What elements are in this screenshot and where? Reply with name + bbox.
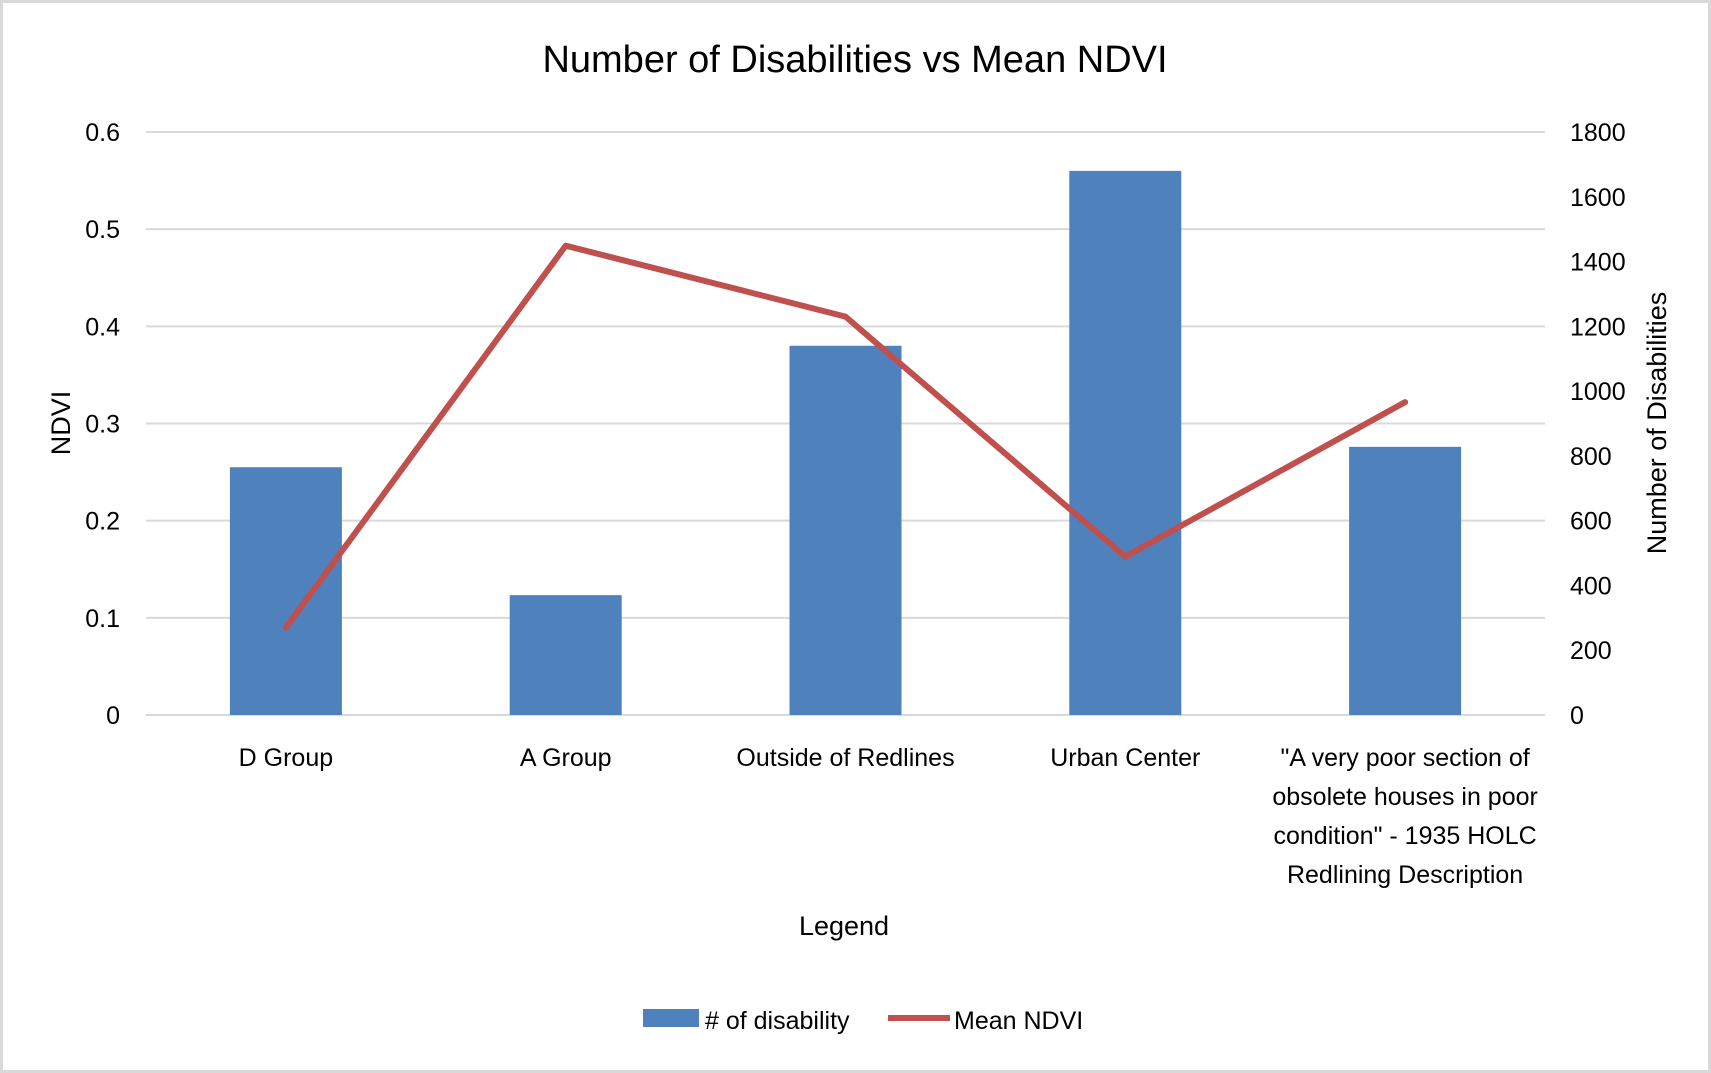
legend-label-line: Mean NDVI (954, 1007, 1083, 1035)
category-label-line: obsolete houses in poor (1272, 783, 1537, 811)
category-label-line: A Group (520, 744, 612, 772)
line-point (844, 315, 847, 318)
category-label: Outside of Redlines (736, 744, 954, 772)
right-tick-label: 1000 (1570, 378, 1626, 406)
left-axis-ticks: 0 0.1 0.2 0.3 0.4 0.5 0.6 (85, 119, 120, 730)
line-point (1404, 401, 1407, 404)
category-label-line: D Group (239, 744, 333, 772)
right-axis-ticks: 0 200 400 600 800 1000 1200 1400 1600 1800 (1570, 119, 1626, 730)
right-tick-label: 0 (1570, 702, 1584, 730)
x-axis-title: Legend (799, 911, 889, 941)
bar (229, 467, 342, 715)
category-labels: D Group A Group Outside of Redlines Urban C… (239, 744, 1538, 889)
category-label: Urban Center (1050, 744, 1200, 772)
legend-swatch-bar (643, 1009, 699, 1027)
bar-series (229, 170, 1462, 715)
category-label-line: condition" - 1935 HOLC (1274, 822, 1537, 850)
left-axis-title: NDVI (46, 391, 76, 456)
bar (509, 595, 622, 715)
category-label-line: "A very poor section of (1280, 744, 1529, 772)
legend-label-bar: # of disability (705, 1007, 850, 1035)
right-axis-title: Number of Disabilities (1642, 292, 1672, 555)
right-tick-label: 800 (1570, 443, 1612, 471)
category-label-line: Redlining Description (1287, 861, 1523, 889)
left-tick-label: 0.4 (85, 313, 120, 341)
right-tick-label: 600 (1570, 508, 1612, 536)
line-series (282, 242, 1409, 631)
right-tick-label: 400 (1570, 572, 1612, 600)
line-point (564, 244, 567, 247)
left-tick-label: 0.3 (85, 411, 120, 439)
category-label: "A very poor section of obsolete houses i… (1272, 744, 1537, 889)
category-label-line: Outside of Redlines (736, 744, 954, 772)
left-tick-label: 0 (106, 702, 120, 730)
category-label-line: Urban Center (1050, 744, 1200, 772)
left-tick-label: 0.2 (85, 508, 120, 536)
category-label: D Group (239, 744, 333, 772)
right-tick-label: 1400 (1570, 249, 1626, 277)
right-tick-label: 200 (1570, 637, 1612, 665)
gridlines (146, 131, 1545, 716)
left-tick-label: 0.6 (85, 119, 120, 147)
category-label: A Group (520, 744, 612, 772)
right-tick-label: 1600 (1570, 184, 1626, 212)
legend: # of disability Mean NDVI (643, 1007, 1083, 1035)
left-tick-label: 0.5 (85, 216, 120, 244)
line-point (284, 626, 287, 629)
right-tick-label: 1200 (1570, 313, 1626, 341)
chart-title: Number of Disabilities vs Mean NDVI (542, 39, 1167, 81)
bar (1069, 170, 1182, 715)
bar (1349, 446, 1462, 715)
line-point (1124, 555, 1127, 558)
right-tick-label: 1800 (1570, 119, 1626, 147)
left-tick-label: 0.1 (85, 605, 120, 633)
bar (789, 345, 902, 715)
